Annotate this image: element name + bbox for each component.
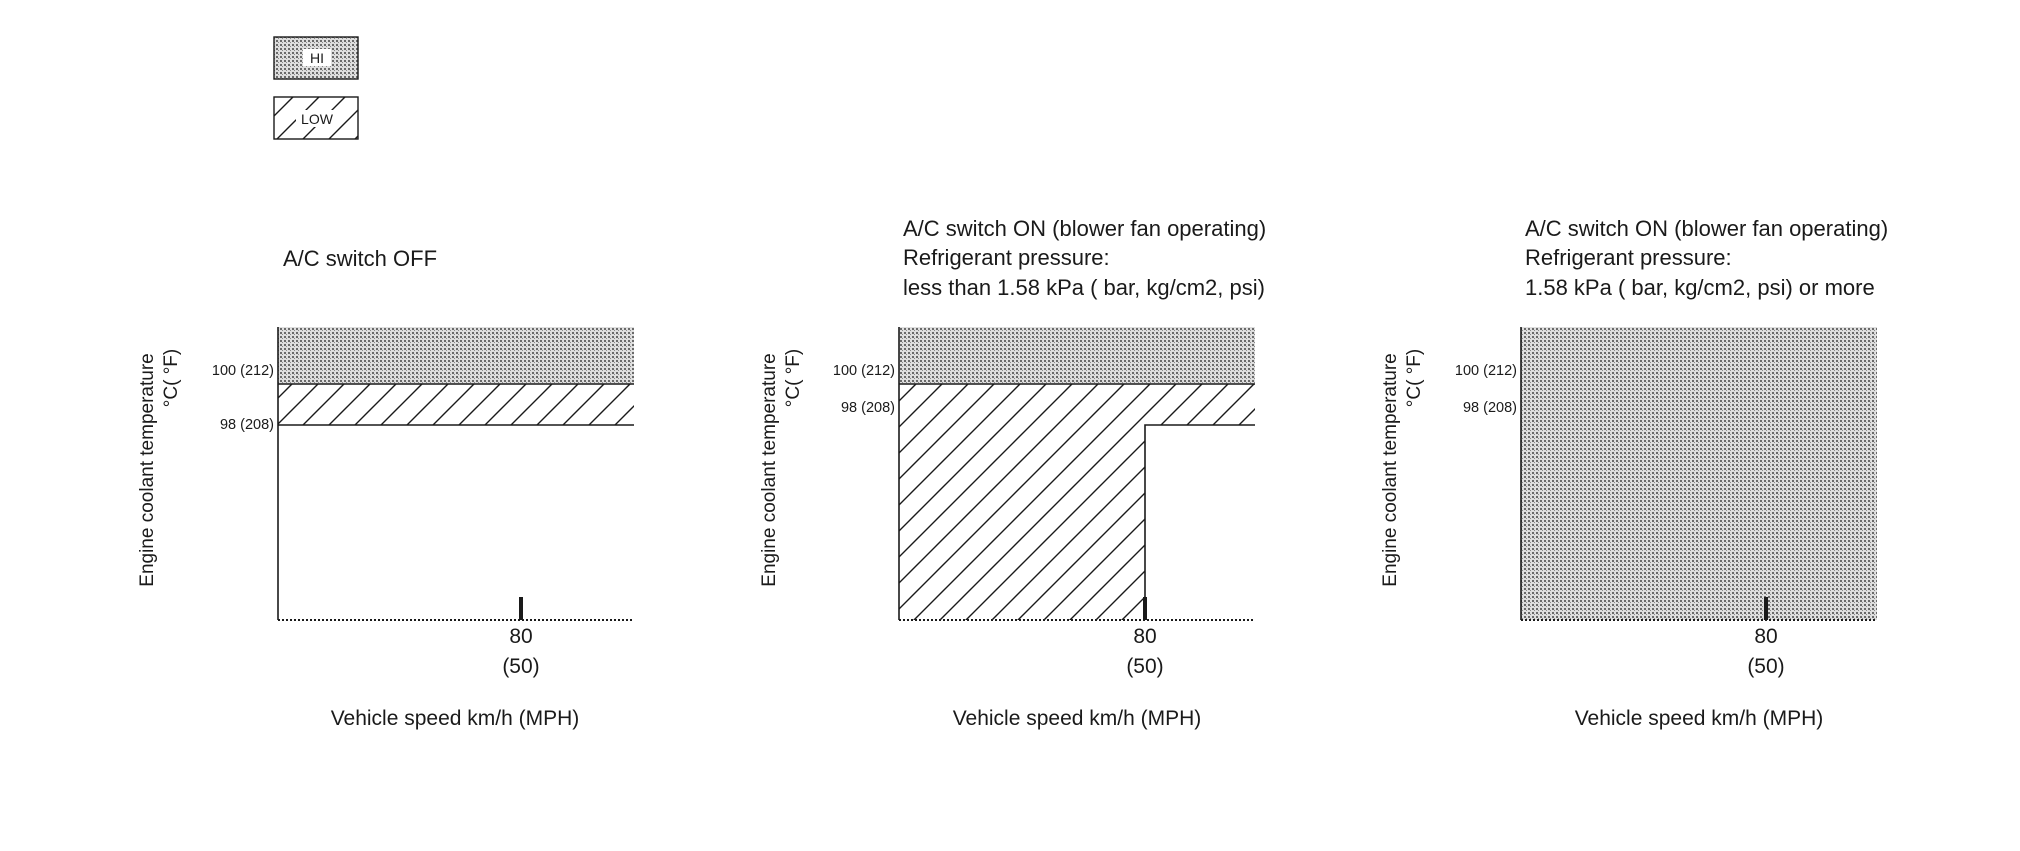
x-tick-label-50: (50) (1747, 655, 1784, 678)
panel-ac-on-low-pressure: A/C switch ON (blower fan operating) Ref… (759, 216, 1266, 730)
low-swatch (273, 96, 359, 140)
panel-caption-line-1: A/C switch OFF (283, 246, 437, 271)
legend-item-low: LOW (273, 96, 359, 140)
legend-label-low: LOW (301, 111, 334, 127)
y-axis-label: Engine coolant temperature (759, 353, 780, 586)
panel-caption-line-1: A/C switch ON (blower fan operating) (903, 216, 1266, 241)
y-axis-unit: °C( °F) (161, 349, 182, 407)
y-axis-unit: °C( °F) (783, 349, 804, 407)
panel-caption-line-2: Refrigerant pressure: (1525, 245, 1732, 270)
y-axis-label: Engine coolant temperature (1380, 353, 1401, 586)
panel-caption-line-1: A/C switch ON (blower fan operating) (1525, 216, 1888, 241)
x-tick-label-80: 80 (509, 625, 532, 648)
y-tick-98: 98 (208) (841, 400, 895, 416)
low-zone (899, 384, 1255, 620)
low-zone (278, 384, 634, 425)
legend-item-hi: HI (273, 36, 359, 80)
hi-label-bg (303, 49, 331, 66)
panel-caption-line-3: less than 1.58 kPa ( bar, kg/cm2, psi) (903, 275, 1265, 300)
hi-zone (1521, 327, 1877, 620)
panel-ac-on-high-pressure: A/C switch ON (blower fan operating) Ref… (1380, 216, 1888, 730)
x-tick-label-50: (50) (502, 655, 539, 678)
y-axis-label: Engine coolant temperature (137, 353, 158, 586)
legend-label-hi: HI (310, 50, 324, 66)
hi-zone (278, 327, 634, 384)
y-tick-98: 98 (208) (220, 417, 274, 433)
low-zone-boundary (1144, 424, 1255, 620)
panel-caption-line-2: Refrigerant pressure: (903, 245, 1110, 270)
panel-caption-line-3: 1.58 kPa ( bar, kg/cm2, psi) or more (1525, 275, 1875, 300)
low-label-bg (296, 110, 338, 127)
y-tick-100: 100 (212) (833, 363, 895, 379)
y-tick-100: 100 (212) (1455, 363, 1517, 379)
y-tick-100: 100 (212) (212, 363, 274, 379)
x-axis-label: Vehicle speed km/h (MPH) (331, 707, 580, 730)
x-tick-label-80: 80 (1754, 625, 1777, 648)
legend: HI LOW (273, 36, 359, 140)
x-axis-label: Vehicle speed km/h (MPH) (1575, 707, 1824, 730)
hi-zone (899, 327, 1255, 384)
x-axis-label: Vehicle speed km/h (MPH) (953, 707, 1202, 730)
x-tick-label-50: (50) (1126, 655, 1163, 678)
panel-ac-off: A/C switch OFF Engine coolant temperatur… (137, 246, 634, 730)
x-tick-label-80: 80 (1133, 625, 1156, 648)
y-axis-unit: °C( °F) (1404, 349, 1425, 407)
y-tick-98: 98 (208) (1463, 400, 1517, 416)
